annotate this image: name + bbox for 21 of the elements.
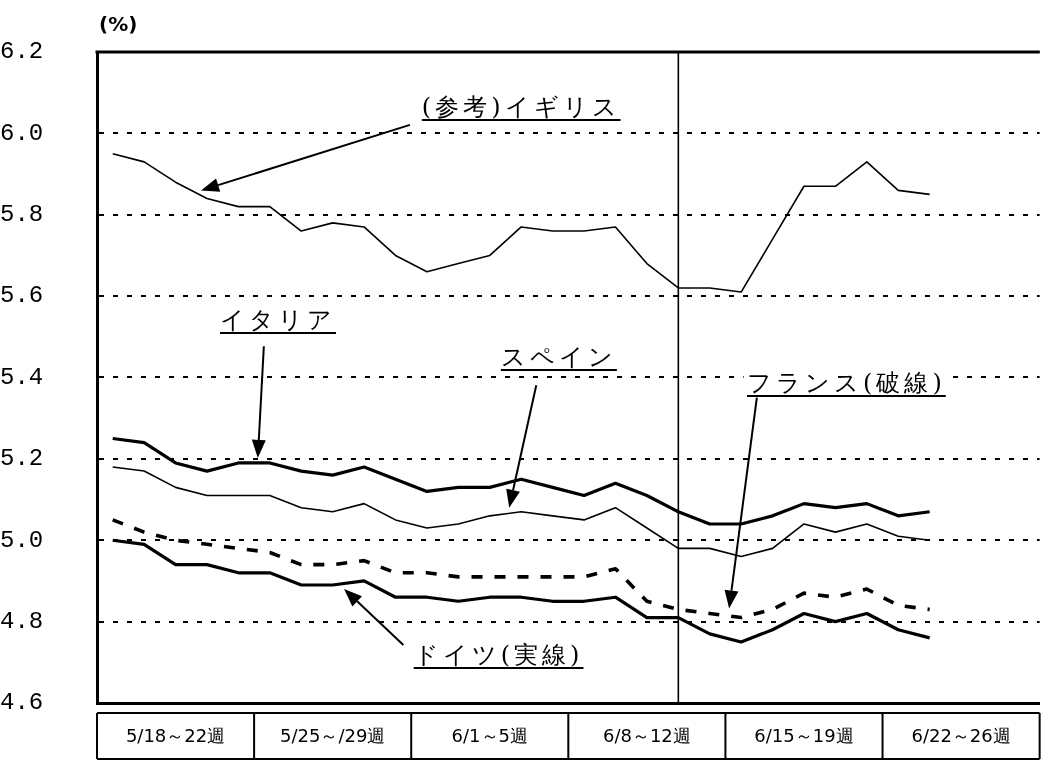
text: フランス(破線) — [744, 367, 949, 398]
y-tick-label: 5.0 — [0, 526, 44, 554]
x-tick-label: 6/22～26週 — [911, 725, 1011, 747]
text: スペイン — [497, 342, 620, 373]
y-tick-label: 6.0 — [0, 119, 44, 147]
x-tick-label: 5/25～/29週 — [279, 725, 386, 747]
x-tick-label: 6/8～12週 — [602, 725, 691, 747]
y-tick-label: 4.6 — [0, 689, 44, 717]
y-tick-label: 5.8 — [0, 201, 44, 229]
text: イタリア — [216, 305, 339, 336]
text: (参考)イギリス — [418, 92, 624, 123]
y-tick-label: 6.2 — [0, 38, 44, 66]
y-tick-label: 5.4 — [0, 363, 44, 391]
y-tick-label: 5.6 — [0, 282, 44, 310]
y-axis-title: (%) — [99, 12, 138, 37]
x-tick-label: 6/1～5週 — [451, 725, 528, 747]
series-label: ドイツ(実線) — [410, 639, 587, 670]
x-tick-label: 6/15～19週 — [754, 725, 854, 747]
y-tick-label: 5.2 — [0, 445, 44, 473]
x-tick-label: 5/18～22週 — [125, 725, 226, 747]
y-tick-label: 4.8 — [0, 607, 44, 635]
